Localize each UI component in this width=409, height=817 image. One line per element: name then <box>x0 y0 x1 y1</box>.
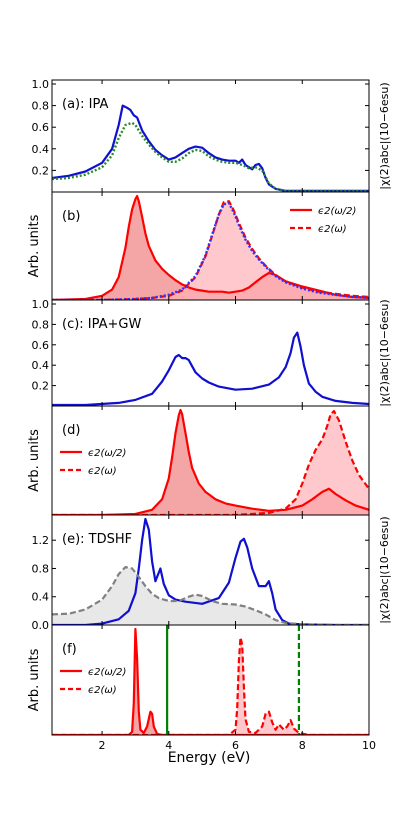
series-line-2 <box>52 566 369 625</box>
legend-label: ϵ2(ω/2) <box>318 206 356 217</box>
x-tick-label: 4 <box>165 739 172 752</box>
plot-area <box>52 104 369 192</box>
y-axis-label: Arb. units <box>27 648 42 711</box>
panel-label: (a): IPA <box>62 97 108 112</box>
y-axis-label: Arb. units <box>27 429 42 492</box>
panel-5: 0.0 0.4 0.8 1.2 (e): TDSHF |χ(2)abc|(10−6esu) <box>32 514 391 632</box>
plot-area <box>52 331 369 406</box>
series-fill-1 <box>52 196 369 300</box>
series-line-2 <box>52 636 369 735</box>
y-tick-label: 0.2 <box>32 164 50 177</box>
plot-area <box>52 517 369 625</box>
series-fill-2 <box>52 201 369 300</box>
panel-1: 0.2 0.4 0.6 0.8 1.0 (a): IPA |χ(2)abc|(10−6esu… <box>32 78 391 193</box>
x-tick-label: 2 <box>99 739 106 752</box>
y-tick-label: 0.4 <box>32 143 50 156</box>
panel-frame <box>51 299 370 407</box>
series-fill-2 <box>52 567 369 625</box>
y-tick-label: 0.8 <box>32 100 50 113</box>
x-axis: 2 4 6 8 10 <box>99 739 376 752</box>
legend-label: ϵ2(ω/2) <box>88 448 126 459</box>
panel-6: (f) Arb. units ϵ2(ω/2) ϵ2(ω) <box>27 624 370 736</box>
panel-3: 0.2 0.4 0.6 0.8 1.0 (c): IPA+GW |χ(2)abc|(10−6… <box>32 298 392 407</box>
panel-frame <box>51 624 370 736</box>
y-axis-label: Arb. units <box>27 214 42 277</box>
x-tick-label: 10 <box>362 739 376 752</box>
panel-label: (e): TDSHF <box>62 532 132 547</box>
y-tick-label: 0.8 <box>32 318 50 331</box>
series-line-1 <box>52 331 369 406</box>
y-tick-label: 0.4 <box>32 591 50 604</box>
panel-2: (b) Arb. units ϵ2(ω/2) ϵ2(ω) <box>27 191 370 301</box>
y-tick-label: 0.2 <box>32 380 50 393</box>
y-tick-label: 1.0 <box>32 298 50 311</box>
y-tick-label: 0.6 <box>32 121 50 134</box>
y-tick-label: 1.0 <box>32 78 50 91</box>
series-line-2 <box>52 121 369 192</box>
y-axis-label-right: |χ(2)abc|(10−6esu) <box>378 299 391 406</box>
panel-label: (d) <box>62 423 80 438</box>
x-tick-label: 8 <box>299 739 306 752</box>
y-axis-label-right: |χ(2)abc|(10−6esu) <box>378 82 391 189</box>
series-fill-2 <box>52 411 369 515</box>
panel-label: (c): IPA+GW <box>62 317 142 332</box>
legend-label: ϵ2(ω) <box>318 224 347 235</box>
y-tick-label: 0.4 <box>32 359 50 372</box>
y-axis-label-right: |χ(2)abc|(10−6esu) <box>378 516 391 623</box>
plot-area <box>52 408 369 515</box>
plot-area <box>52 194 369 300</box>
series-fill-1 <box>52 629 369 735</box>
y-tick-label: 0.8 <box>32 562 50 575</box>
series-line-2 <box>52 410 369 515</box>
x-tick-label: 6 <box>232 739 239 752</box>
plot-area <box>52 625 369 735</box>
series-line-1 <box>52 104 369 192</box>
panel-label: (b) <box>62 209 80 224</box>
panel-4: (d) Arb. units ϵ2(ω/2) ϵ2(ω) <box>27 405 370 516</box>
series-line-1 <box>52 408 369 515</box>
panels: 0.2 0.4 0.6 0.8 1.0 (a): IPA |χ(2)abc|(10−6esu… <box>27 78 392 736</box>
y-tick-label: 0.0 <box>32 619 50 632</box>
series-line-1 <box>52 627 369 735</box>
y-tick-label: 1.2 <box>32 534 50 547</box>
legend-label: ϵ2(ω/2) <box>88 667 126 678</box>
y-tick-label: 0.6 <box>32 339 50 352</box>
legend-label: ϵ2(ω) <box>88 685 117 696</box>
legend-label: ϵ2(ω) <box>88 466 117 477</box>
x-axis-label: Energy (eV) <box>168 750 251 766</box>
series-line-3 <box>52 202 369 300</box>
panel-label: (f) <box>62 642 77 657</box>
